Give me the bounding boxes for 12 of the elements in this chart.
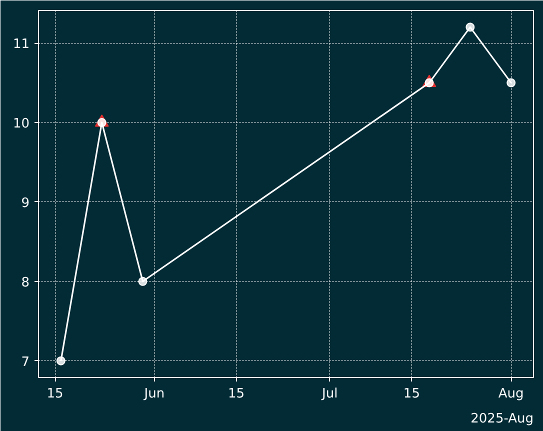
- y-tick-label: 9: [21, 196, 30, 211]
- x-tick-label: Aug: [498, 386, 524, 402]
- y-tick-label: 11: [12, 37, 30, 52]
- y-tick-label: 8: [21, 275, 30, 290]
- text: 2025-Aug: [470, 412, 534, 426]
- x-tick-label: 15: [46, 386, 64, 402]
- x-tick-label: 15: [228, 386, 245, 402]
- y-tick-label: 10: [12, 116, 30, 132]
- x-tick-label: Jul: [321, 386, 338, 402]
- y-tick-label: 7: [21, 354, 30, 370]
- x-tick-label: Jun: [143, 386, 165, 402]
- x-tick-label: 15: [403, 386, 420, 402]
